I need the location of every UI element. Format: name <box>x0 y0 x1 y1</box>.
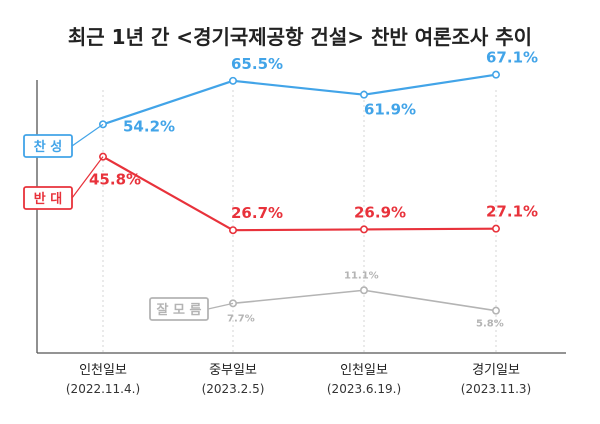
legend-label-2: 잘 모 름 <box>157 303 202 318</box>
legend-connector-2 <box>207 302 234 310</box>
series-0-value-label-3: 67.1% <box>486 49 538 67</box>
x-tick-label-3: 경기일보 <box>472 363 520 378</box>
series-2-point-3 <box>491 306 500 315</box>
series-1-value-label-0: 45.8% <box>89 171 141 189</box>
series-line-0 <box>102 73 497 126</box>
legend-label-1: 반 대 <box>34 191 62 207</box>
axes: 인천일보 (2022.11.4.) 중부일보 (2023.2.5) 인천일보 (2023.… <box>36 80 566 396</box>
series-line-1 <box>102 155 497 232</box>
series-1-value-label-3: 27.1% <box>486 203 538 221</box>
legend-connector-1 <box>71 156 104 199</box>
series-1-point-2 <box>359 225 368 234</box>
series-0-point-3 <box>491 70 500 79</box>
series-0-point-1 <box>229 76 238 85</box>
x-tick-label-1: 중부일보 <box>209 363 257 378</box>
x-tick-label-0: 인천일보 <box>79 363 127 378</box>
legend-label-0: 찬 성 <box>34 139 62 155</box>
legend-connector-0 <box>71 123 104 147</box>
x-tick-date-1: (2023.2.5) <box>202 382 265 396</box>
x-tick-date-0: (2022.11.4.) <box>66 382 140 396</box>
series-1-point-1 <box>229 226 238 235</box>
series-0-point-2 <box>359 90 368 99</box>
series-1-value-label-2: 26.9% <box>354 203 406 221</box>
series-0-value-label-2: 61.9% <box>364 101 416 119</box>
legend-box-1 <box>23 186 73 210</box>
series-2-value-label-3: 5.8% <box>476 319 504 330</box>
series-1-point-3 <box>491 224 500 233</box>
legend-box-2 <box>149 297 209 321</box>
series-2-value-label-1: 7.7% <box>227 313 255 324</box>
series-0-value-label-1: 65.5% <box>231 55 283 73</box>
legend: 찬 성반 대잘 모 름 <box>23 123 234 321</box>
series-0-value-label-0: 54.2% <box>123 117 175 135</box>
series-layer <box>99 70 500 315</box>
grid <box>102 90 497 353</box>
x-tick-label-2: 인천일보 <box>340 363 388 378</box>
series-2-value-label-2: 11.1% <box>344 270 379 281</box>
labels-layer: 54.2% 65.5% 61.9% 67.1% 45.8% 26.7% 26.9% 27.1%… <box>89 49 538 330</box>
x-tick-date-3: (2023.11.3) <box>461 382 531 396</box>
series-2-point-2 <box>359 286 368 295</box>
x-tick-date-2: (2023.6.19.) <box>327 382 401 396</box>
chart-title: 최근 1년 간 <경기국제공항 건설> 찬반 여론조사 추이 <box>68 25 532 49</box>
legend-box-0 <box>23 134 73 158</box>
series-1-value-label-1: 26.7% <box>231 204 283 222</box>
